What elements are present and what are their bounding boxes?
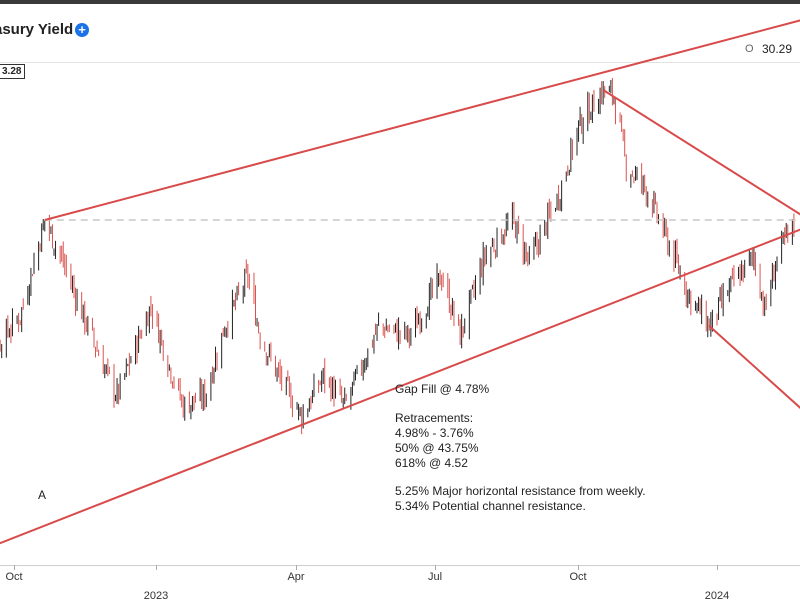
top-border — [0, 0, 800, 4]
x-tick-2024: 2024 — [704, 590, 730, 602]
plus-icon[interactable]: + — [75, 23, 89, 37]
x-tick-mark — [578, 565, 579, 570]
annotation-point-a: A — [38, 488, 47, 502]
x-tick-mark — [14, 565, 15, 570]
open-label: O — [745, 43, 754, 55]
x-tick-jul: Jul — [427, 571, 443, 583]
x-tick-mark — [296, 565, 297, 570]
chart-title: asury Yield — [0, 21, 74, 38]
x-tick-mark — [435, 565, 436, 570]
x-tick-apr: Apr — [287, 571, 305, 583]
channel-lower-line — [0, 228, 800, 545]
x-tick-oct-2023: Oct — [569, 571, 587, 583]
price-tag: 3.28 — [0, 64, 26, 79]
chart-header: asury Yield + O 30.29 — [0, 0, 800, 63]
annotation-gap-fill: Gap Fill @ 4.78% — [395, 382, 490, 396]
annotation-retr-50: 50% @ 43.75% — [395, 441, 479, 455]
x-axis-line — [0, 565, 800, 566]
downtrend-upper-line — [602, 89, 800, 216]
candles-layer — [0, 77, 795, 435]
x-tick-oct-2022: Oct — [5, 571, 23, 583]
x-tick-mark — [156, 565, 157, 570]
annotation-retr-range: 4.98% - 3.76% — [395, 426, 474, 440]
x-tick-mark — [717, 565, 718, 570]
annotation-retr-618: 618% @ 4.52 — [395, 456, 468, 470]
open-value: 30.29 — [762, 42, 793, 56]
annotation-resistance-2: 5.34% Potential channel resistance. — [395, 499, 586, 513]
x-tick-2023: 2023 — [143, 590, 169, 602]
channel-upper-line — [44, 19, 800, 221]
annotation-retracements: Retracements: — [395, 411, 474, 425]
downtrend-lower-line — [708, 325, 800, 409]
trendlines-layer — [0, 19, 800, 545]
annotation-resistance-1: 5.25% Major horizontal resistance from w… — [395, 484, 646, 498]
